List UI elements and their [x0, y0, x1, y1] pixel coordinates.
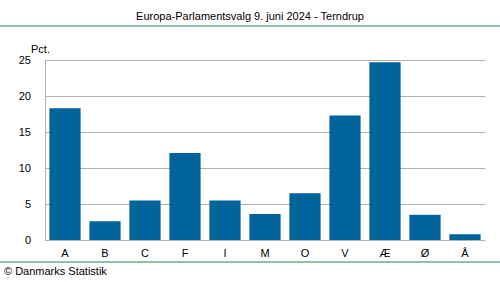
svg-text:0: 0	[25, 234, 31, 246]
svg-text:Pct.: Pct.	[31, 43, 50, 55]
svg-text:I: I	[223, 247, 226, 259]
svg-text:10: 10	[19, 162, 31, 174]
svg-text:O: O	[301, 247, 310, 259]
svg-text:Å: Å	[461, 247, 469, 259]
svg-text:Ø: Ø	[421, 247, 430, 259]
svg-text:25: 25	[19, 54, 31, 66]
svg-text:M: M	[260, 247, 269, 259]
svg-text:5: 5	[25, 198, 31, 210]
svg-text:A: A	[61, 247, 69, 259]
svg-text:© Danmarks Statistik: © Danmarks Statistik	[4, 265, 107, 277]
svg-text:F: F	[182, 247, 189, 259]
svg-text:15: 15	[19, 126, 31, 138]
svg-text:20: 20	[19, 90, 31, 102]
svg-text:Europa-Parlamentsvalg 9. juni: Europa-Parlamentsvalg 9. juni 2024 - Ter…	[136, 10, 364, 22]
svg-text:B: B	[101, 247, 108, 259]
svg-text:C: C	[141, 247, 149, 259]
svg-text:Æ: Æ	[380, 247, 391, 259]
svg-text:V: V	[341, 247, 349, 259]
